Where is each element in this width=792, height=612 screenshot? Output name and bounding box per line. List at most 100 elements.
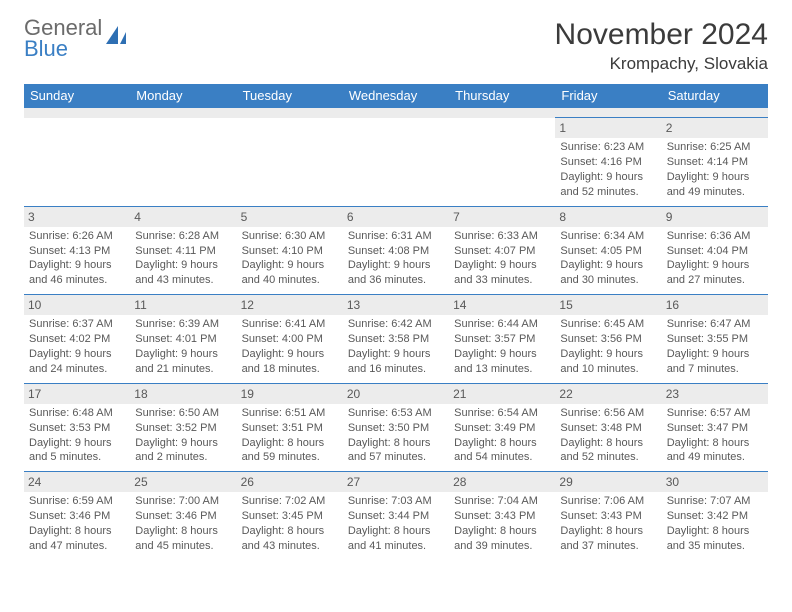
- daylight-text: Daylight: 9 hours: [348, 258, 444, 273]
- day-number: 5: [237, 207, 343, 227]
- sunset-text: Sunset: 3:51 PM: [242, 421, 338, 436]
- daylight-text: Daylight: 9 hours: [560, 258, 656, 273]
- spacer-row: [24, 108, 768, 118]
- calendar-week-row: 3Sunrise: 6:26 AMSunset: 4:13 PMDaylight…: [24, 206, 768, 295]
- sunset-text: Sunset: 4:02 PM: [29, 332, 125, 347]
- daylight-text: Daylight: 8 hours: [348, 436, 444, 451]
- day-number: 17: [24, 384, 130, 404]
- title-block: November 2024 Krompachy, Slovakia: [555, 18, 768, 74]
- sunrise-text: Sunrise: 6:57 AM: [667, 406, 763, 421]
- sunrise-text: Sunrise: 6:30 AM: [242, 229, 338, 244]
- sunrise-text: Sunrise: 6:53 AM: [348, 406, 444, 421]
- location: Krompachy, Slovakia: [555, 54, 768, 74]
- daylight-text: Daylight: 9 hours: [29, 258, 125, 273]
- sunrise-text: Sunrise: 6:56 AM: [560, 406, 656, 421]
- calendar-day-cell: 27Sunrise: 7:03 AMSunset: 3:44 PMDayligh…: [343, 472, 449, 560]
- daylight-text: and 52 minutes.: [560, 450, 656, 465]
- sunset-text: Sunset: 3:56 PM: [560, 332, 656, 347]
- daylight-text: and 43 minutes.: [135, 273, 231, 288]
- weekday-header: Monday: [130, 84, 236, 108]
- daylight-text: Daylight: 9 hours: [667, 347, 763, 362]
- sunset-text: Sunset: 3:47 PM: [667, 421, 763, 436]
- calendar-day-cell: [24, 118, 130, 207]
- day-number: 3: [24, 207, 130, 227]
- day-number: 8: [555, 207, 661, 227]
- calendar-day-cell: 19Sunrise: 6:51 AMSunset: 3:51 PMDayligh…: [237, 383, 343, 472]
- sunset-text: Sunset: 4:11 PM: [135, 244, 231, 259]
- calendar-day-cell: 25Sunrise: 7:00 AMSunset: 3:46 PMDayligh…: [130, 472, 236, 560]
- daylight-text: and 30 minutes.: [560, 273, 656, 288]
- daylight-text: Daylight: 8 hours: [560, 524, 656, 539]
- calendar-day-cell: 1Sunrise: 6:23 AMSunset: 4:16 PMDaylight…: [555, 118, 661, 207]
- day-number: 19: [237, 384, 343, 404]
- daylight-text: Daylight: 8 hours: [667, 524, 763, 539]
- calendar-day-cell: 26Sunrise: 7:02 AMSunset: 3:45 PMDayligh…: [237, 472, 343, 560]
- daylight-text: and 36 minutes.: [348, 273, 444, 288]
- sunset-text: Sunset: 3:52 PM: [135, 421, 231, 436]
- sunrise-text: Sunrise: 6:45 AM: [560, 317, 656, 332]
- logo: General Blue: [24, 18, 130, 60]
- calendar-day-cell: 30Sunrise: 7:07 AMSunset: 3:42 PMDayligh…: [662, 472, 768, 560]
- day-number: 4: [130, 207, 236, 227]
- day-number: 27: [343, 472, 449, 492]
- calendar-day-cell: [130, 118, 236, 207]
- sunrise-text: Sunrise: 6:54 AM: [454, 406, 550, 421]
- day-number: 12: [237, 295, 343, 315]
- daylight-text: and 49 minutes.: [667, 450, 763, 465]
- day-number: 11: [130, 295, 236, 315]
- daylight-text: Daylight: 9 hours: [667, 170, 763, 185]
- day-number: 30: [662, 472, 768, 492]
- sunrise-text: Sunrise: 6:59 AM: [29, 494, 125, 509]
- sunset-text: Sunset: 3:43 PM: [560, 509, 656, 524]
- daylight-text: Daylight: 8 hours: [242, 524, 338, 539]
- daylight-text: and 57 minutes.: [348, 450, 444, 465]
- calendar-day-cell: 6Sunrise: 6:31 AMSunset: 4:08 PMDaylight…: [343, 206, 449, 295]
- daylight-text: and 47 minutes.: [29, 539, 125, 554]
- sunrise-text: Sunrise: 7:00 AM: [135, 494, 231, 509]
- calendar-day-cell: 10Sunrise: 6:37 AMSunset: 4:02 PMDayligh…: [24, 295, 130, 384]
- sunset-text: Sunset: 3:53 PM: [29, 421, 125, 436]
- sunset-text: Sunset: 3:46 PM: [135, 509, 231, 524]
- sunrise-text: Sunrise: 6:23 AM: [560, 140, 656, 155]
- daylight-text: Daylight: 8 hours: [667, 436, 763, 451]
- daylight-text: Daylight: 9 hours: [242, 347, 338, 362]
- calendar-week-row: 10Sunrise: 6:37 AMSunset: 4:02 PMDayligh…: [24, 295, 768, 384]
- calendar-day-cell: 11Sunrise: 6:39 AMSunset: 4:01 PMDayligh…: [130, 295, 236, 384]
- daylight-text: Daylight: 8 hours: [29, 524, 125, 539]
- calendar-day-cell: 9Sunrise: 6:36 AMSunset: 4:04 PMDaylight…: [662, 206, 768, 295]
- sunset-text: Sunset: 3:45 PM: [242, 509, 338, 524]
- calendar-day-cell: 15Sunrise: 6:45 AMSunset: 3:56 PMDayligh…: [555, 295, 661, 384]
- sunset-text: Sunset: 4:05 PM: [560, 244, 656, 259]
- daylight-text: and 35 minutes.: [667, 539, 763, 554]
- sunset-text: Sunset: 3:50 PM: [348, 421, 444, 436]
- sunset-text: Sunset: 4:01 PM: [135, 332, 231, 347]
- daylight-text: and 59 minutes.: [242, 450, 338, 465]
- calendar-day-cell: 2Sunrise: 6:25 AMSunset: 4:14 PMDaylight…: [662, 118, 768, 207]
- daylight-text: Daylight: 8 hours: [560, 436, 656, 451]
- sunrise-text: Sunrise: 6:41 AM: [242, 317, 338, 332]
- daylight-text: and 10 minutes.: [560, 362, 656, 377]
- calendar-day-cell: 18Sunrise: 6:50 AMSunset: 3:52 PMDayligh…: [130, 383, 236, 472]
- daylight-text: and 33 minutes.: [454, 273, 550, 288]
- daylight-text: and 37 minutes.: [560, 539, 656, 554]
- calendar-day-cell: 22Sunrise: 6:56 AMSunset: 3:48 PMDayligh…: [555, 383, 661, 472]
- sunset-text: Sunset: 3:42 PM: [667, 509, 763, 524]
- daylight-text: and 46 minutes.: [29, 273, 125, 288]
- day-number: 18: [130, 384, 236, 404]
- sunrise-text: Sunrise: 6:33 AM: [454, 229, 550, 244]
- daylight-text: and 21 minutes.: [135, 362, 231, 377]
- daylight-text: Daylight: 9 hours: [560, 347, 656, 362]
- daylight-text: and 18 minutes.: [242, 362, 338, 377]
- daylight-text: and 16 minutes.: [348, 362, 444, 377]
- header: General Blue November 2024 Krompachy, Sl…: [24, 18, 768, 74]
- calendar-day-cell: 3Sunrise: 6:26 AMSunset: 4:13 PMDaylight…: [24, 206, 130, 295]
- day-number: 7: [449, 207, 555, 227]
- daylight-text: Daylight: 9 hours: [135, 258, 231, 273]
- daylight-text: Daylight: 9 hours: [242, 258, 338, 273]
- sunset-text: Sunset: 4:00 PM: [242, 332, 338, 347]
- sunrise-text: Sunrise: 6:28 AM: [135, 229, 231, 244]
- daylight-text: and 5 minutes.: [29, 450, 125, 465]
- calendar-day-cell: 21Sunrise: 6:54 AMSunset: 3:49 PMDayligh…: [449, 383, 555, 472]
- day-number: 21: [449, 384, 555, 404]
- calendar-day-cell: [237, 118, 343, 207]
